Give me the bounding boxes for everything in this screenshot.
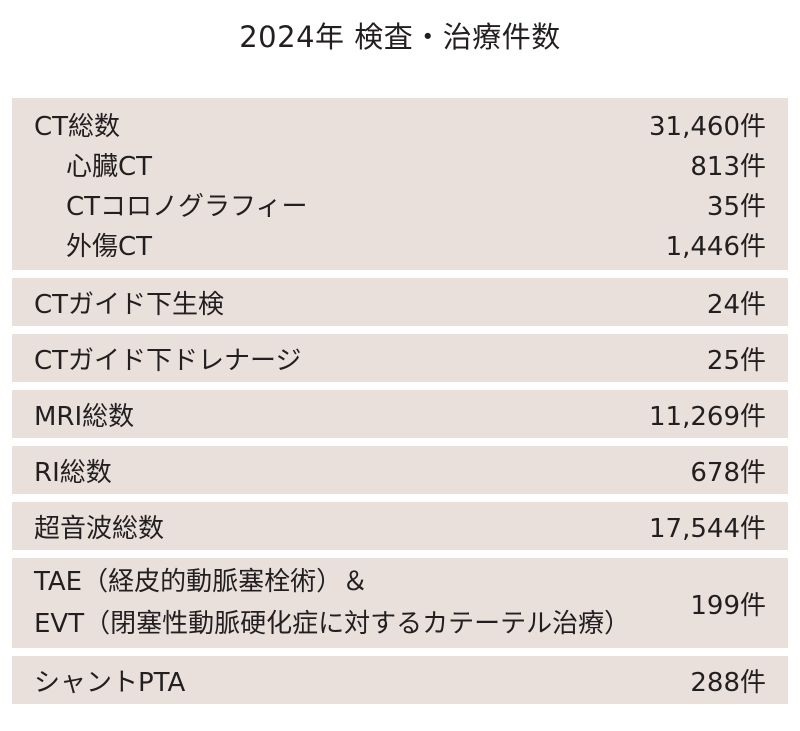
table-row: CTガイド下生検 24件 bbox=[12, 278, 788, 326]
procedure-count-table: CT総数 31,460件 心臓CT 813件 CTコロノグラフィー 35件 外傷… bbox=[12, 98, 788, 712]
row-label: シャントPTA bbox=[34, 667, 186, 698]
table-line: 外傷CT 1,446件 bbox=[34, 224, 766, 264]
page-title: 2024年 検査・治療件数 bbox=[239, 20, 561, 54]
table-row-tae-evt: TAE（経皮的動脈塞栓術）＆ EVT（閉塞性動脈硬化症に対するカテーテル治療） … bbox=[12, 558, 788, 648]
row-value: 31,460件 bbox=[649, 111, 766, 142]
row-value: 17,544件 bbox=[649, 513, 766, 544]
table-row: RI総数 678件 bbox=[12, 446, 788, 494]
row-value: 35件 bbox=[706, 191, 766, 222]
table-line: 心臓CT 813件 bbox=[34, 144, 766, 184]
table-line: CT総数 31,460件 bbox=[34, 104, 766, 144]
row-label: 外傷CT bbox=[66, 231, 153, 262]
table-row: シャントPTA 288件 bbox=[12, 656, 788, 704]
row-value: 813件 bbox=[690, 151, 766, 182]
table-line: CTコロノグラフィー 35件 bbox=[34, 184, 766, 224]
table-row: MRI総数 11,269件 bbox=[12, 390, 788, 438]
row-label-line-2: EVT（閉塞性動脈硬化症に対するカテーテル治療） bbox=[34, 609, 631, 639]
table-line: MRI総数 11,269件 bbox=[34, 390, 766, 438]
row-label: CTガイド下ドレナージ bbox=[34, 345, 302, 376]
row-value: 25件 bbox=[706, 345, 766, 376]
table-line: CTガイド下ドレナージ 25件 bbox=[34, 334, 766, 382]
row-label: 超音波総数 bbox=[34, 513, 165, 544]
table-row: 超音波総数 17,544件 bbox=[12, 502, 788, 550]
row-label-line-1: TAE（経皮的動脈塞栓術）＆ bbox=[34, 567, 369, 597]
table-line: CTガイド下生検 24件 bbox=[34, 278, 766, 326]
row-value: 1,446件 bbox=[665, 231, 766, 262]
table-line: RI総数 678件 bbox=[34, 446, 766, 494]
row-label: 心臓CT bbox=[66, 151, 153, 182]
row-label: RI総数 bbox=[34, 457, 112, 488]
row-value: 678件 bbox=[690, 457, 766, 488]
table-line: シャントPTA 288件 bbox=[34, 656, 766, 704]
row-value: 11,269件 bbox=[649, 401, 766, 432]
row-value: 24件 bbox=[706, 289, 766, 320]
row-label: CTコロノグラフィー bbox=[66, 191, 308, 222]
row-value: 199件 bbox=[690, 590, 766, 621]
row-label-group: TAE（経皮的動脈塞栓術）＆ EVT（閉塞性動脈硬化症に対するカテーテル治療） bbox=[34, 561, 630, 645]
row-label: CTガイド下生検 bbox=[34, 289, 225, 320]
table-row-ct: CT総数 31,460件 心臓CT 813件 CTコロノグラフィー 35件 外傷… bbox=[12, 98, 788, 270]
row-label: CT総数 bbox=[34, 111, 121, 142]
table-row: CTガイド下ドレナージ 25件 bbox=[12, 334, 788, 382]
row-value: 288件 bbox=[690, 667, 766, 698]
row-label: MRI総数 bbox=[34, 401, 135, 432]
table-line: 超音波総数 17,544件 bbox=[34, 502, 766, 550]
